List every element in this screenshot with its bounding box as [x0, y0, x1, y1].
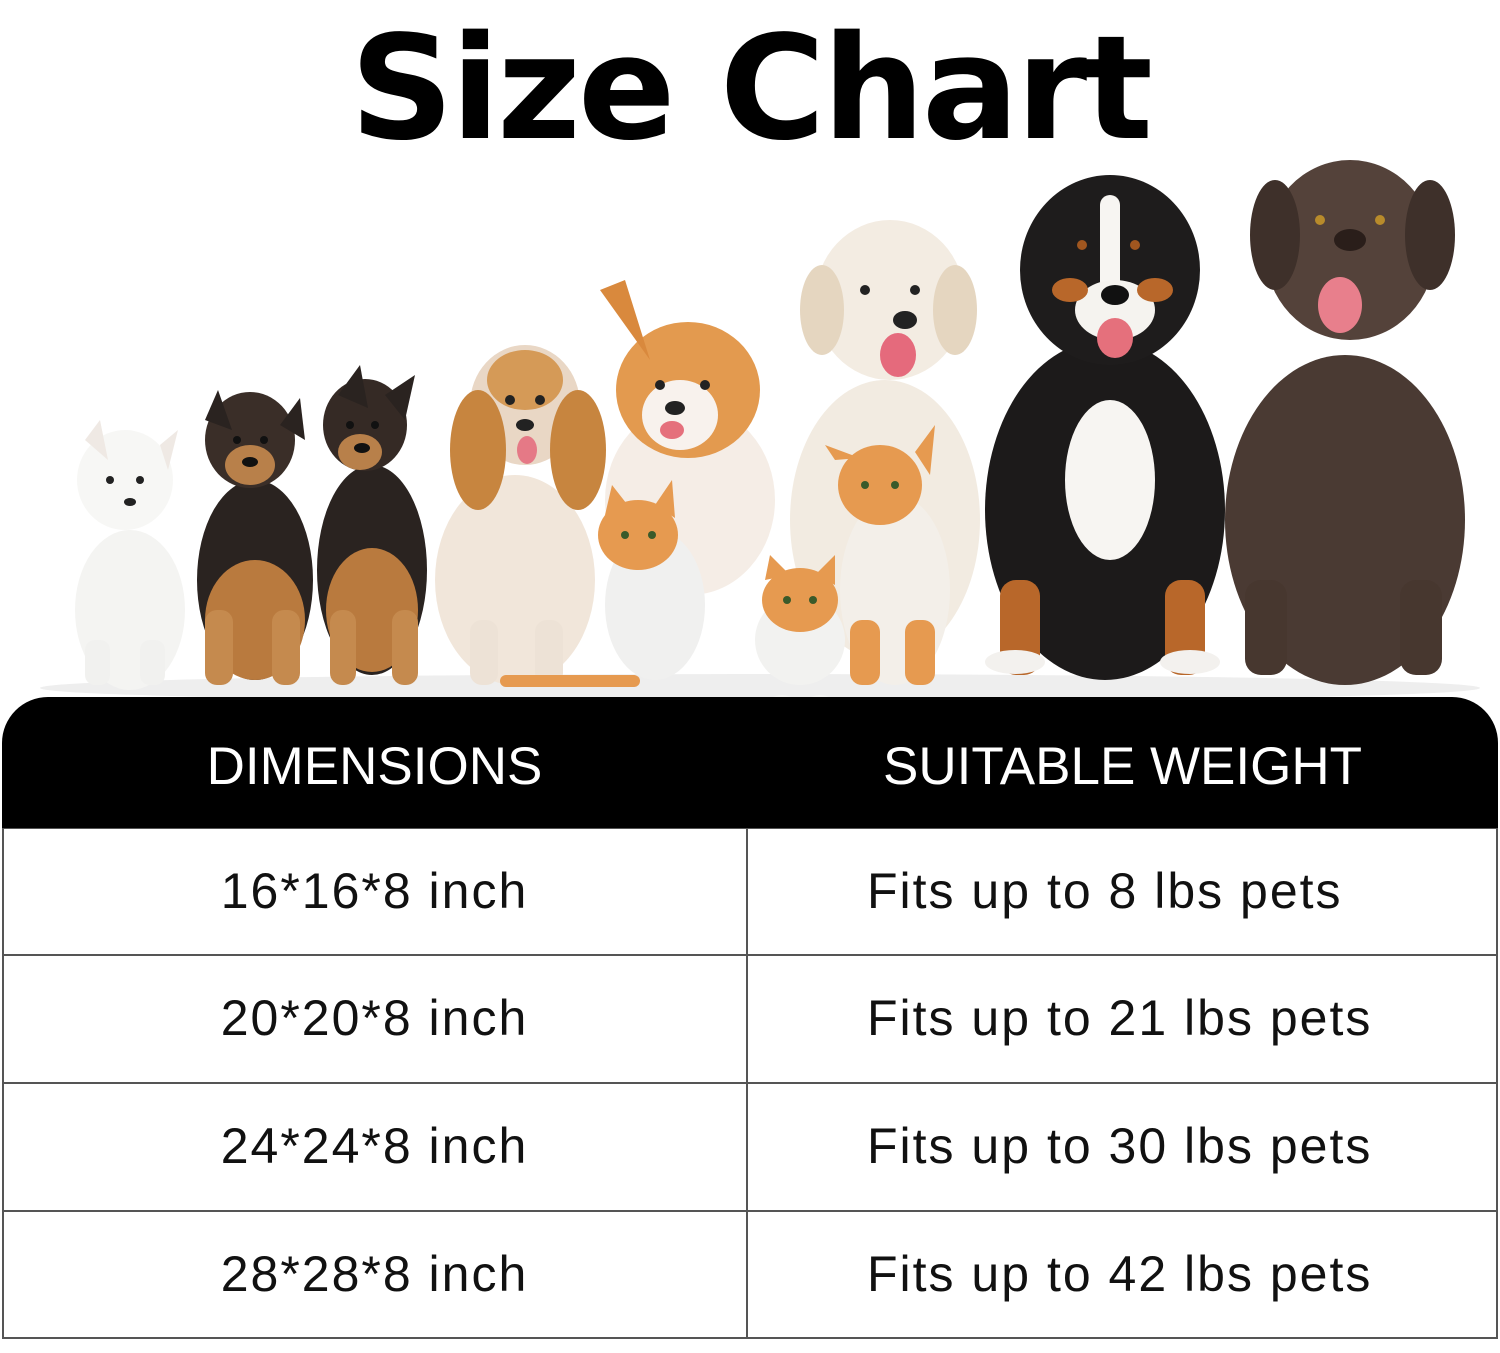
dogs-and-cats-lineup-icon [40, 160, 1480, 715]
weight-cell: Fits up to 30 lbs pets [867, 1118, 1373, 1174]
kitten-icon [500, 480, 705, 687]
dimensions-cell: 28*28*8 inch [220, 1246, 529, 1302]
column-header-dimensions: DIMENSIONS [206, 737, 543, 796]
table-body: 16*16*8 inch Fits up to 8 lbs pets 20*20… [2, 828, 1498, 1339]
shepherd-puppy-icon [317, 365, 427, 685]
dimensions-cell: 24*24*8 inch [220, 1118, 529, 1174]
spaniel-icon [435, 345, 606, 685]
dimensions-cell: 20*20*8 inch [220, 990, 529, 1046]
white-puppy-icon [75, 420, 185, 690]
weight-cell: Fits up to 42 lbs pets [867, 1246, 1373, 1302]
table-row: 28*28*8 inch Fits up to 42 lbs pets [2, 1211, 1498, 1338]
labrador-icon [1225, 160, 1465, 685]
table-header: DIMENSIONS SUITABLE WEIGHT [2, 697, 1498, 828]
size-table: DIMENSIONS SUITABLE WEIGHT 16*16*8 inch … [2, 697, 1498, 1339]
shepherd-puppy-icon [197, 390, 313, 685]
table-row: 24*24*8 inch Fits up to 30 lbs pets [2, 1083, 1498, 1210]
table-row: 16*16*8 inch Fits up to 8 lbs pets [2, 828, 1498, 955]
kitten-icon [755, 555, 845, 715]
kitten-icon [825, 425, 950, 685]
weight-cell: Fits up to 21 lbs pets [867, 990, 1373, 1046]
bernese-icon [985, 175, 1225, 680]
column-header-suitable-weight: SUITABLE WEIGHT [882, 737, 1363, 796]
table-row: 20*20*8 inch Fits up to 21 lbs pets [2, 955, 1498, 1082]
page-title: Size Chart [350, 4, 1153, 172]
weight-cell: Fits up to 8 lbs pets [867, 863, 1343, 919]
dimensions-cell: 16*16*8 inch [220, 863, 529, 919]
